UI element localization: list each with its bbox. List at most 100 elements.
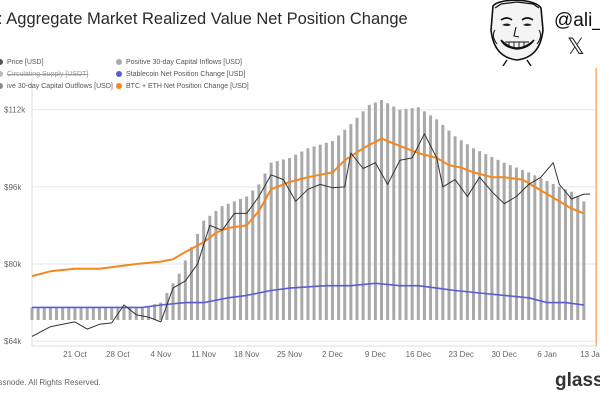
inflow-bar	[189, 247, 193, 320]
inflow-bar	[232, 201, 236, 320]
legend-label: Positive 30-day Capital Inflows [USD]	[126, 58, 242, 66]
inflow-bar	[245, 196, 249, 320]
inflow-bar	[551, 183, 555, 320]
inflow-bar	[392, 106, 396, 320]
inflow-bar	[563, 189, 567, 320]
btc-eth-line	[31, 137, 585, 278]
inflow-bar	[514, 167, 518, 320]
stablecoin-line	[32, 282, 585, 309]
inflow-bar	[159, 302, 163, 320]
inflow-bar	[471, 148, 475, 320]
inflow-bar	[576, 196, 580, 320]
legend-label: Stablecoin Net Position Change [USD]	[126, 70, 246, 78]
inflow-bar	[465, 144, 469, 320]
inflow-bar	[196, 233, 200, 320]
inflow-bar	[404, 108, 408, 320]
inflow-bar	[104, 307, 108, 320]
inflow-bar	[337, 135, 341, 320]
inflow-bar	[429, 115, 433, 320]
inflow-bar	[177, 273, 181, 320]
inflow-bar	[128, 307, 132, 320]
inflow-bar	[367, 104, 371, 320]
inflow-bar	[140, 307, 144, 320]
inflow-bar	[386, 103, 390, 320]
inflow-bar	[343, 129, 347, 320]
chart-lines	[31, 133, 590, 337]
y-tick-label: $64k	[4, 337, 22, 346]
inflow-bar	[73, 307, 77, 320]
x-tick-label: 28 Oct	[106, 350, 130, 359]
chart-title: : Aggregate Market Realized Value Net Po…	[0, 10, 408, 28]
inflow-bar	[380, 100, 384, 320]
inflow-bar	[582, 201, 586, 320]
x-tick-label: 2 Dec	[322, 350, 343, 359]
legend-dot	[0, 71, 3, 77]
legend-item-price[interactable]: Price [USD]	[0, 56, 113, 68]
inflow-bar	[312, 146, 316, 320]
inflow-bar	[398, 109, 402, 320]
inflow-bar	[36, 307, 40, 320]
inflow-bars	[30, 100, 586, 320]
x-tick-label: 11 Nov	[191, 350, 216, 359]
inflow-bar	[435, 119, 439, 320]
inflow-bar	[484, 154, 488, 320]
inflow-bar	[48, 307, 52, 320]
inflow-bar	[171, 283, 175, 320]
inflow-bar	[521, 169, 525, 320]
glassnode-logo: glass	[555, 370, 600, 391]
legend-label: BTC + ETH Net Position Change [USD]	[126, 82, 249, 90]
inflow-bar	[85, 307, 89, 320]
inflow-bar	[441, 124, 445, 320]
legend-dot	[116, 59, 122, 65]
inflow-bar	[251, 190, 255, 320]
price-line	[31, 133, 590, 337]
legend-item-outflows[interactable]: ive 30-day Capital Outflows [USD]	[0, 80, 113, 92]
y-tick-label: $112k	[4, 106, 26, 115]
inflow-bar	[330, 141, 334, 320]
inflow-bar	[275, 161, 279, 320]
legend-item-circulating-supply[interactable]: Circulating Supply [USDT]	[0, 68, 113, 80]
inflow-bar	[361, 111, 365, 320]
inflow-bar	[238, 198, 242, 320]
inflow-bar	[257, 184, 261, 320]
inflow-bar	[527, 172, 531, 320]
inflow-bar	[226, 203, 230, 320]
inflow-bar	[410, 108, 414, 320]
x-logo-icon: 𝕏	[567, 34, 585, 59]
inflow-bar	[183, 260, 187, 320]
y-tick-label: $96k	[4, 183, 22, 192]
x-tick-label: 9 Dec	[365, 350, 386, 359]
inflow-bar	[134, 307, 138, 320]
inflow-bar	[294, 154, 298, 320]
x-tick-label: 30 Dec	[491, 350, 516, 359]
author-handle[interactable]: @ali_c	[554, 10, 600, 31]
chart-axes: $64k $80k $96k $112k 21 Oct 28 Oct 4 Nov 11 Nov…	[4, 68, 600, 359]
x-tick-label: 23 Dec	[449, 350, 474, 359]
legend-dot	[0, 59, 3, 65]
inflow-bar	[202, 220, 206, 320]
inflow-bar	[153, 304, 157, 320]
inflow-bar	[30, 307, 34, 320]
y-tick-label: $80k	[4, 260, 22, 269]
legend-left: Price [USD] Circulating Supply [USDT] iv…	[0, 56, 113, 92]
inflow-bar	[208, 215, 212, 320]
legend-item-stablecoin[interactable]: Stablecoin Net Position Change [USD]	[116, 68, 249, 80]
inflow-bar	[373, 102, 377, 320]
inflow-bar	[91, 307, 95, 320]
legend-item-inflows[interactable]: Positive 30-day Capital Inflows [USD]	[116, 56, 249, 68]
inflow-bar	[496, 159, 500, 320]
legend-item-btc-eth[interactable]: BTC + ETH Net Position Change [USD]	[116, 80, 249, 92]
inflow-bar	[300, 151, 304, 320]
inflow-bar	[490, 156, 494, 320]
inflow-bar	[306, 148, 310, 320]
inflow-bar	[539, 178, 543, 320]
legend-dot	[116, 71, 122, 77]
inflow-bar	[110, 307, 114, 320]
inflow-bar	[570, 191, 574, 320]
inflow-bar	[318, 144, 322, 320]
inflow-bar	[324, 142, 328, 320]
cartoon-avatar-icon	[490, 0, 544, 66]
x-tick-label: 21 Oct	[63, 350, 87, 359]
legend-dot	[0, 83, 3, 89]
